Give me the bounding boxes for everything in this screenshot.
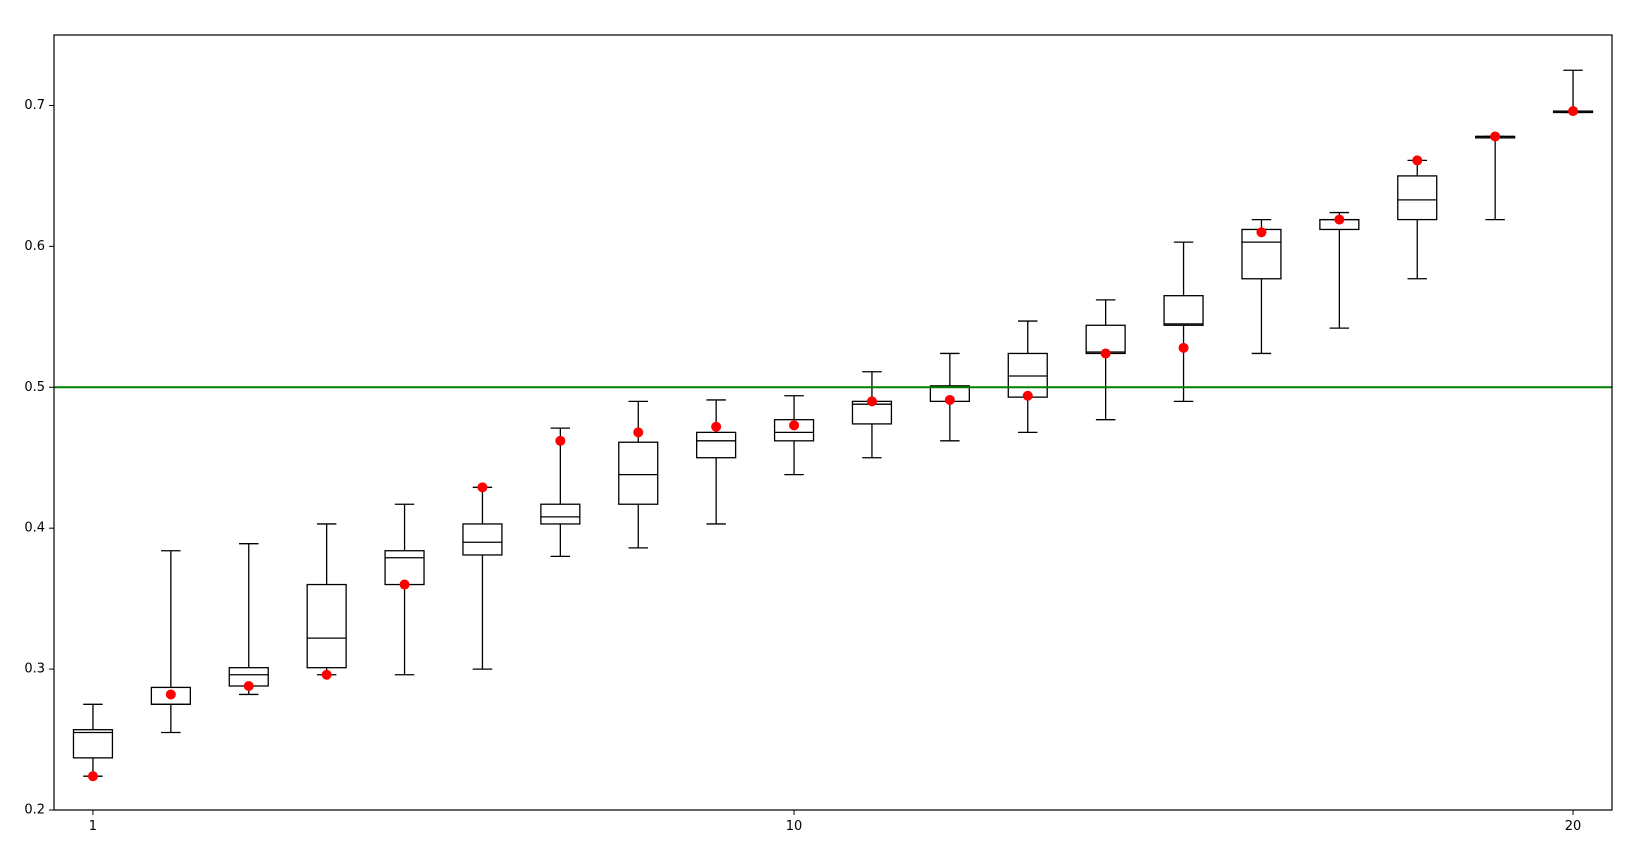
point <box>1178 342 1189 353</box>
point <box>555 435 566 446</box>
box <box>384 550 425 586</box>
y-tick-label: 0.2 <box>24 803 45 818</box>
box <box>618 441 659 505</box>
point <box>866 396 877 407</box>
point <box>321 669 332 680</box>
y-tick-label: 0.7 <box>24 98 45 113</box>
x-tick-label: 10 <box>786 819 803 834</box>
x-tick-label: 1 <box>89 819 97 834</box>
box <box>696 431 737 459</box>
point <box>1022 390 1033 401</box>
box <box>462 523 503 556</box>
point <box>165 689 176 700</box>
point <box>789 420 800 431</box>
box <box>306 583 347 669</box>
point <box>87 771 98 782</box>
y-tick-label: 0.4 <box>24 521 45 536</box>
plot-frame <box>53 34 1613 811</box>
point <box>477 482 488 493</box>
point <box>243 681 254 691</box>
point <box>1100 348 1111 359</box>
point <box>633 427 644 438</box>
box <box>773 419 815 442</box>
box <box>1007 352 1048 398</box>
point <box>1568 106 1579 117</box>
point <box>1334 214 1345 225</box>
y-tick-label: 0.6 <box>24 239 45 254</box>
box <box>540 503 581 525</box>
point <box>1256 227 1267 238</box>
point <box>399 579 410 590</box>
x-tick-label: 20 <box>1565 819 1582 834</box>
point <box>1412 155 1423 166</box>
point <box>944 394 955 405</box>
box <box>1163 295 1204 326</box>
y-tick-label: 0.3 <box>24 662 45 677</box>
box <box>72 729 114 759</box>
point <box>1490 131 1501 142</box>
box <box>1397 175 1438 221</box>
point <box>711 421 722 432</box>
y-tick-label: 0.5 <box>24 380 45 395</box>
